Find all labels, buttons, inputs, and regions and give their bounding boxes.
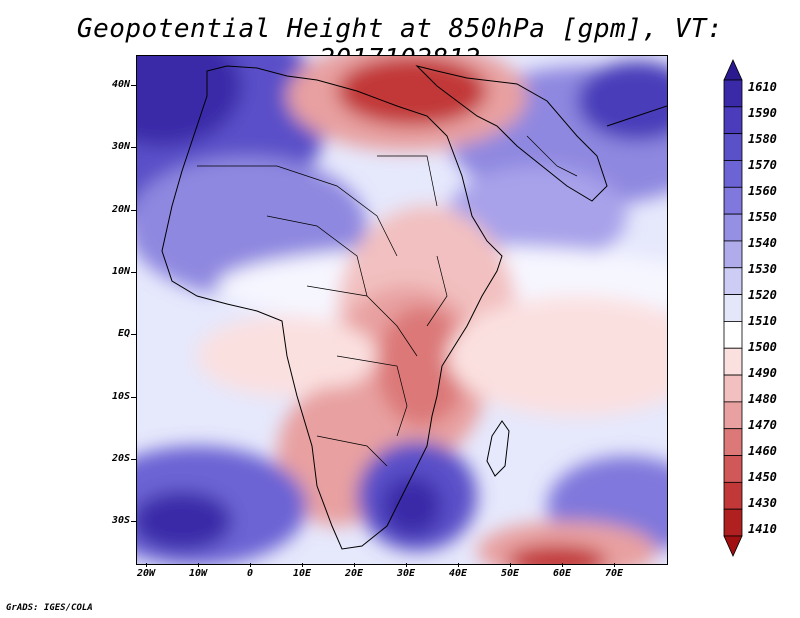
colorbar: [723, 59, 743, 557]
colorbar-segment: [723, 133, 743, 161]
colorbar-label: 1480: [748, 392, 777, 406]
colorbar-segment: [723, 213, 743, 242]
colorbar-label: 1530: [748, 262, 777, 276]
colorbar-segment: [723, 267, 743, 295]
colorbar-segment: [723, 294, 743, 322]
lon-tick: [198, 563, 199, 567]
map-panel: [136, 55, 668, 565]
colorbar-segment: [723, 481, 743, 510]
lat-tick: [131, 397, 136, 398]
colorbar-bottom-arrow: [723, 535, 743, 557]
colorbar-label: 1550: [748, 210, 777, 224]
lat-tick: [131, 459, 136, 460]
colorbar-segment: [723, 321, 743, 349]
lon-label: 10W: [188, 568, 208, 579]
lon-tick: [302, 563, 303, 567]
colorbar-segments: [723, 59, 743, 557]
colorbar-label: 1610: [748, 80, 777, 94]
colorbar-segment: [723, 106, 743, 135]
colorbar-segment: [723, 79, 743, 108]
colorbar-segment: [723, 455, 743, 483]
lon-tick: [354, 563, 355, 567]
lon-tick: [510, 563, 511, 567]
lat-label: 30S: [111, 515, 130, 526]
lat-tick: [131, 521, 136, 522]
colorbar-label: 1490: [748, 366, 777, 380]
footer-credit: GrADS: IGES/COLA: [6, 603, 93, 613]
lat-tick: [131, 272, 136, 273]
colorbar-label: 1560: [748, 184, 777, 198]
lat-tick: [131, 85, 136, 86]
lon-label: 50E: [500, 568, 520, 579]
lat-tick: [131, 147, 136, 148]
lon-tick: [614, 563, 615, 567]
lon-label: 30E: [396, 568, 416, 579]
colorbar-segment: [723, 401, 743, 430]
colorbar-label: 1430: [748, 496, 777, 510]
lat-tick: [131, 334, 136, 335]
lon-label: 60E: [552, 568, 572, 579]
lat-label: 10N: [111, 266, 130, 277]
lat-label: EQ: [117, 328, 130, 339]
colorbar-segment: [723, 160, 743, 188]
lat-label: 10S: [111, 391, 130, 402]
lon-label: 10E: [292, 568, 312, 579]
lon-label: 40E: [448, 568, 468, 579]
lat-label: 20S: [111, 453, 130, 464]
lon-label: 70E: [604, 568, 624, 579]
colorbar-label: 1500: [748, 340, 777, 354]
lon-tick: [406, 563, 407, 567]
lat-tick: [131, 210, 136, 211]
lon-tick: [250, 563, 251, 567]
lon-label: 20E: [344, 568, 364, 579]
colorbar-segment: [723, 186, 743, 215]
colorbar-label: 1570: [748, 158, 777, 172]
lon-tick: [146, 563, 147, 567]
colorbar-segment: [723, 240, 743, 269]
colorbar-label: 1520: [748, 288, 777, 302]
colorbar-segment: [723, 428, 743, 456]
borders: [197, 135, 578, 467]
height-shading: [137, 56, 667, 564]
lat-label: 40N: [111, 79, 130, 90]
colorbar-label: 1410: [748, 522, 777, 536]
colorbar-label: 1540: [748, 236, 777, 250]
coastlines: [161, 65, 667, 550]
height-field-map: [137, 56, 667, 564]
colorbar-label: 1470: [748, 418, 777, 432]
colorbar-top-arrow: [723, 59, 743, 81]
lon-tick: [458, 563, 459, 567]
lat-label: 30N: [111, 141, 130, 152]
colorbar-label: 1450: [748, 470, 777, 484]
lat-label: 20N: [111, 204, 130, 215]
lon-label: 20W: [136, 568, 156, 579]
colorbar-label: 1510: [748, 314, 777, 328]
lon-label: 0: [246, 568, 254, 579]
colorbar-label: 1460: [748, 444, 777, 458]
colorbar-segment: [723, 374, 743, 403]
colorbar-label: 1590: [748, 106, 777, 120]
lon-tick: [562, 563, 563, 567]
colorbar-segment: [723, 347, 743, 376]
colorbar-label: 1580: [748, 132, 777, 146]
colorbar-segment: [723, 508, 743, 537]
